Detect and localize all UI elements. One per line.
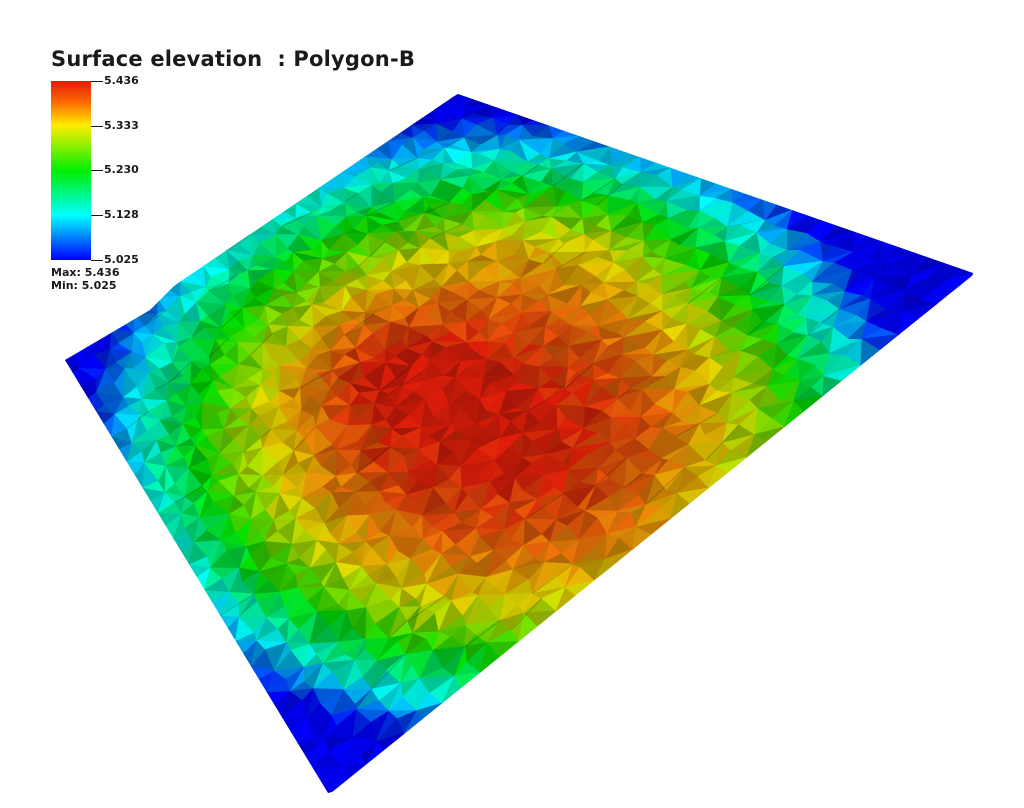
shading-crease [250,332,273,356]
mesh-triangle [676,487,710,504]
shading-crease [807,308,841,336]
shading-crease [675,412,719,437]
shading-crease [155,374,184,390]
shading-crease [209,274,238,292]
shading-crease [344,313,375,336]
shading-crease [510,597,543,631]
shading-crease [168,360,193,384]
shading-crease [243,428,272,453]
legend-tick-4: 5.128 [91,209,139,221]
shading-crease [356,446,391,474]
legend-tick-2: 5.333 [91,120,139,132]
shading-crease [333,192,359,211]
shading-crease [919,267,961,300]
min-value-label: Min: 5.025 [51,279,117,292]
mesh-triangle [754,426,785,443]
shading-crease [595,457,628,486]
shading-crease [545,372,578,403]
shading-crease [480,123,509,145]
legend-tick-3: 5.230 [91,164,139,176]
shading-crease [358,241,386,266]
shading-crease [464,98,474,108]
shading-crease [356,446,391,474]
shading-crease [174,485,203,503]
shading-crease [389,371,423,395]
mesh-triangle [793,395,824,412]
shading-crease [543,243,565,264]
shading-crease [524,492,565,520]
mesh-triangle [604,549,633,566]
mesh-triangle [861,333,900,351]
shading-crease [379,365,412,391]
shading-crease [109,332,135,350]
shading-crease [344,313,375,336]
shading-crease [300,369,333,389]
shading-crease [564,363,594,390]
shading-crease [556,251,586,270]
mesh-triangle [523,610,558,627]
mesh-triangle [416,702,443,719]
shading-crease [601,388,631,411]
shading-crease [424,201,451,214]
shading-crease [293,425,317,451]
shading-crease [646,466,686,505]
shading-crease [624,457,663,489]
shading-crease [747,303,786,336]
mesh-triangle [902,303,938,320]
shading-crease [388,157,418,172]
shading-crease [281,211,313,227]
mesh-triangle [715,456,747,473]
color-legend-bar [51,81,91,260]
shading-crease [407,595,445,623]
shading-crease [226,234,251,251]
max-value-label: Max: 5.436 [51,266,120,279]
shading-crease [434,94,459,111]
shading-crease [596,183,623,207]
shading-crease [208,337,230,358]
legend-tick-max: 5.436 [91,75,139,87]
shading-crease [749,265,785,296]
mesh-triangle [942,272,973,289]
shading-crease [552,163,585,187]
mesh-triangle [564,579,595,596]
shading-crease [465,619,501,647]
shading-crease [388,606,422,639]
plot-title: Surface elevation : Polygon-B [51,47,416,71]
shading-crease [366,201,396,217]
legend-tick-min: 5.025 [91,254,139,266]
shading-crease [687,277,723,304]
mesh-triangle [375,733,405,750]
mesh-triangle [634,518,671,535]
shading-crease [512,164,540,184]
shading-crease [219,593,255,617]
shading-crease [705,424,740,461]
shading-crease [144,309,167,327]
shading-crease [581,178,616,202]
shading-crease [371,653,406,690]
mesh-triangle [486,641,520,658]
shading-crease [465,619,501,647]
shading-crease [527,388,566,412]
mesh-triangle [454,671,482,688]
shading-crease [430,223,464,239]
mesh-triangle [342,763,367,781]
mesh-triangle [822,364,862,381]
shading-crease [444,136,465,149]
shading-crease [532,563,574,594]
shading-crease [220,307,243,329]
shading-crease [126,410,149,429]
